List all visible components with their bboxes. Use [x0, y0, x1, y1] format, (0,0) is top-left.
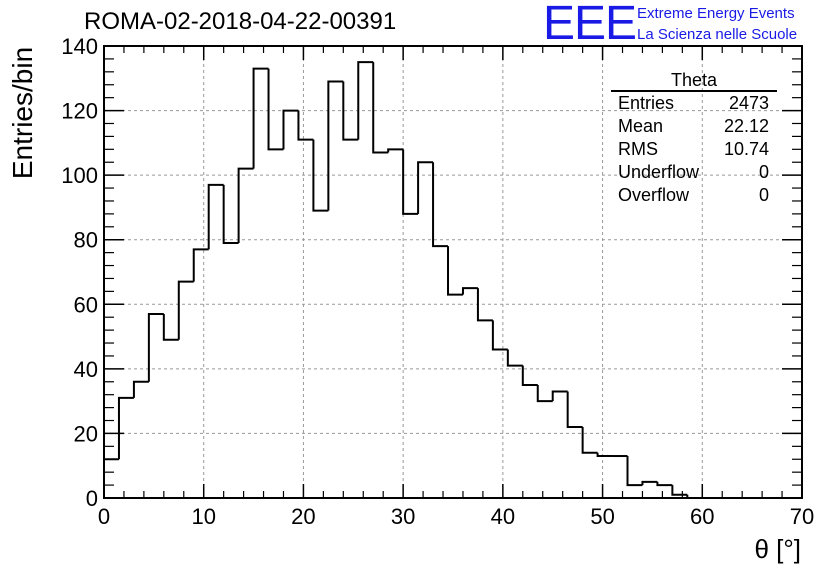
histogram-bin [566, 391, 583, 428]
stats-value: 2473 [728, 93, 769, 113]
histogram-bin [402, 149, 419, 215]
stats-value: 10.74 [723, 139, 769, 159]
stats-label: Overflow [618, 185, 690, 205]
histogram-bin [267, 68, 284, 151]
histogram-bin [521, 365, 538, 386]
stats-label: Underflow [618, 162, 700, 182]
histogram-bin [461, 287, 478, 295]
histogram-bin [581, 426, 598, 454]
histogram-bin [596, 452, 613, 458]
stats-value: 22.12 [723, 116, 769, 136]
y-tick-label: 0 [86, 486, 98, 511]
histogram-bin [297, 110, 314, 141]
histogram-bin [476, 288, 493, 322]
stats-row-rms: RMS 10.74 [611, 138, 777, 161]
histogram-bin [432, 162, 449, 248]
histogram-bin [387, 148, 404, 153]
histogram-bin [656, 481, 673, 487]
y-tick-label: 120 [61, 99, 98, 124]
x-tick-label: 0 [98, 504, 110, 529]
stats-label: Entries [618, 93, 675, 113]
x-tick-label: 10 [191, 504, 215, 529]
y-tick-label: 60 [74, 292, 98, 317]
histogram-bin [551, 390, 568, 402]
run-title: ROMA-02-2018-04-22-00391 [84, 8, 397, 35]
eee-logo-caption: Extreme Energy Events La Scienza nelle S… [637, 3, 797, 45]
stats-label: RMS [618, 139, 658, 159]
histogram-bin [162, 313, 179, 341]
y-tick-label: 80 [74, 228, 98, 253]
stats-box: Theta Entries 2473 Mean 22.12 RMS 10.74 … [611, 70, 777, 207]
histogram-bin [252, 67, 269, 169]
x-tick-label: 40 [491, 504, 515, 529]
histogram-bin [237, 167, 254, 243]
histogram-bin [641, 480, 658, 486]
histogram-bin [417, 161, 434, 214]
y-tick-label: 20 [74, 421, 98, 446]
histogram-bin [447, 246, 463, 296]
tick-labels: 0 10 20 30 40 50 60 70 0 20 40 60 80 100 120 140 [61, 34, 814, 529]
histogram-bins [103, 61, 703, 499]
x-tick-label: 60 [690, 504, 714, 529]
x-axis-label: θ [°] [754, 534, 801, 564]
histogram-bin [282, 109, 299, 150]
grid-lines [104, 46, 802, 498]
histogram-bin [192, 248, 209, 282]
histogram-bin [177, 280, 194, 340]
histogram-bin [147, 312, 164, 382]
histogram-bin [327, 80, 344, 211]
stats-title: Theta [611, 70, 777, 92]
histogram-bin [312, 139, 329, 212]
histogram-bin [372, 62, 389, 154]
histogram-bin [536, 385, 553, 403]
stats-row-underflow: Underflow 0 [611, 161, 777, 184]
stats-row-entries: Entries 2473 [611, 92, 777, 115]
histogram-bin [491, 320, 508, 351]
histogram-bin [342, 81, 359, 141]
stats-value: 0 [758, 162, 769, 182]
stats-row-overflow: Overflow 0 [611, 184, 777, 207]
histogram-bin [626, 456, 643, 487]
histogram-bin [506, 349, 523, 367]
histogram-bin [103, 458, 119, 498]
stats-row-mean: Mean 22.12 [611, 115, 777, 138]
y-tick-label: 100 [61, 163, 98, 188]
y-tick-label: 40 [74, 357, 98, 382]
x-tick-label: 30 [391, 504, 415, 529]
stats-value: 0 [758, 185, 769, 205]
y-axis-label: Entries/bin [7, 47, 38, 179]
axis-ticks [103, 45, 803, 499]
eee-logo: EEE [543, 0, 637, 50]
logo-caption-line2: La Scienza nelle Scuole [637, 26, 798, 43]
histogram-bin [132, 380, 149, 398]
y-tick-label: 140 [61, 34, 98, 59]
x-tick-label: 20 [291, 504, 315, 529]
histogram-bin [207, 183, 224, 250]
histogram-bin [671, 485, 688, 496]
logo-caption-line1: Extreme Energy Events [637, 5, 795, 22]
stats-label: Mean [618, 116, 664, 136]
histogram-bin [117, 396, 134, 460]
x-tick-label: 70 [790, 504, 814, 529]
histogram-bin [222, 184, 239, 244]
histogram-bin [357, 61, 374, 140]
plot-frame [103, 45, 803, 499]
x-tick-label: 50 [590, 504, 614, 529]
